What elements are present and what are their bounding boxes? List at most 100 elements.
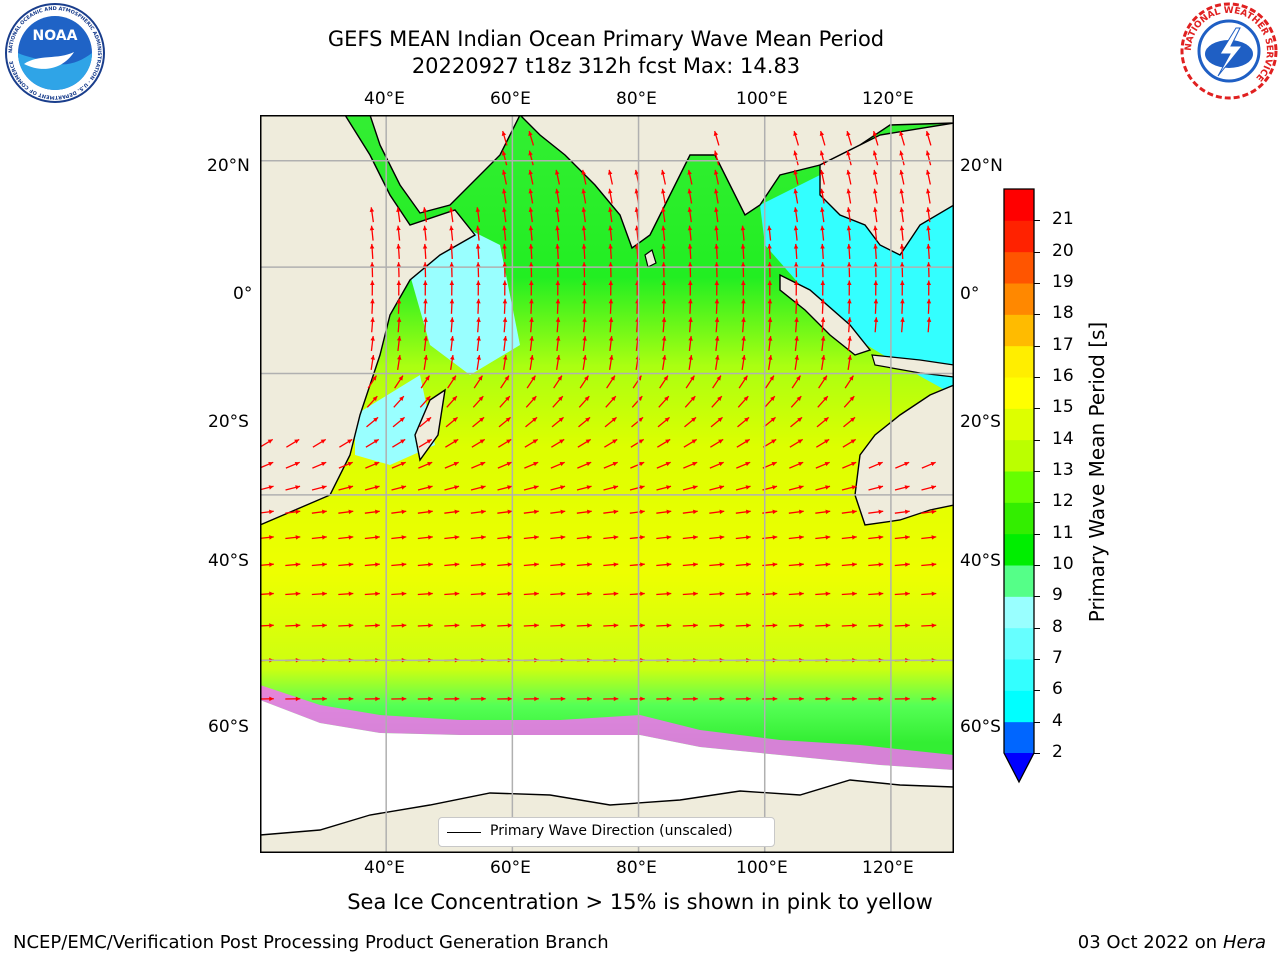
- colorbar-tick-label: 2: [1052, 742, 1063, 762]
- wave-arrow: [714, 354, 720, 370]
- colorbar-segment: [1004, 502, 1034, 535]
- wave-arrow: [555, 262, 560, 278]
- wave-arrow: [391, 461, 406, 469]
- wave-arrow: [608, 207, 613, 223]
- wave-arrow: [391, 509, 407, 515]
- wave-arrow: [688, 298, 693, 314]
- wave-arrow: [286, 438, 300, 448]
- wave-arrow: [603, 623, 619, 628]
- colorbar-tick-label: 9: [1052, 585, 1063, 606]
- wave-arrow: [603, 485, 619, 491]
- wave-arrow: [608, 243, 613, 259]
- wave-arrow: [501, 150, 508, 166]
- wave-arrow: [714, 262, 719, 278]
- wave-arrow: [790, 395, 802, 408]
- wave-arrow: [528, 150, 534, 166]
- colorbar-tick-label: 4: [1052, 710, 1063, 731]
- wave-arrow: [868, 696, 884, 702]
- wave-arrow: [555, 188, 560, 204]
- colorbar-segment: [1004, 627, 1034, 660]
- wave-arrow: [555, 354, 561, 370]
- wave-arrow: [793, 207, 799, 223]
- wave-arrow: [470, 509, 486, 515]
- wave-arrow: [607, 169, 614, 185]
- wave-arrow: [657, 416, 670, 428]
- wave-arrow: [629, 509, 645, 515]
- wave-arrow: [656, 485, 672, 491]
- wave-arrow: [788, 591, 804, 597]
- wave-arrow: [872, 169, 878, 185]
- wave-arrow: [794, 354, 799, 370]
- wave-arrow: [604, 416, 617, 428]
- wave-arrow: [502, 225, 507, 241]
- wave-arrow: [528, 169, 534, 185]
- wave-arrow: [499, 395, 511, 408]
- wave-arrow: [502, 188, 507, 204]
- wave-arrow: [498, 438, 512, 448]
- wave-arrow: [555, 243, 560, 259]
- colorbar-segment: [1004, 408, 1034, 441]
- wave-arrow: [502, 243, 507, 259]
- wave-arrow: [449, 298, 455, 314]
- wave-arrow: [736, 461, 751, 469]
- wave-arrow: [629, 591, 645, 597]
- sea-ice-band: [260, 685, 954, 770]
- wave-arrow: [498, 416, 511, 428]
- wave-arrow: [529, 354, 534, 370]
- wave-arrow: [365, 438, 380, 448]
- wave-arrow: [899, 243, 905, 259]
- run-date: 03 Oct 2022 on Hera: [1078, 932, 1266, 953]
- wave-arrow: [661, 262, 666, 278]
- colorbar-extend-arrow: [1004, 753, 1034, 782]
- wave-arrow: [873, 280, 879, 296]
- wave-arrow: [844, 375, 854, 389]
- wave-arrow: [497, 562, 513, 567]
- wave-arrow: [470, 562, 486, 567]
- wave-arrow: [525, 395, 537, 408]
- wave-arrow: [925, 130, 932, 146]
- wave-arrow: [471, 438, 486, 448]
- wave-arrow: [392, 416, 405, 428]
- wave-arrow: [926, 225, 931, 241]
- wave-arrow: [925, 150, 932, 166]
- wave-arrow: [820, 354, 826, 370]
- lon-label-top-3: 80°E: [616, 89, 657, 109]
- colorbar-tick-mark: [1034, 439, 1040, 441]
- wave-arrow: [576, 696, 592, 702]
- wave-arrow: [582, 335, 587, 352]
- wave-arrow: [423, 354, 428, 370]
- wave-arrow: [397, 354, 402, 370]
- colorbar: [1003, 188, 1037, 788]
- wave-arrow: [820, 243, 825, 259]
- wave-arrow: [524, 438, 539, 448]
- wave-arrow: [629, 696, 645, 702]
- colorbar-tick-label: 13: [1052, 460, 1074, 480]
- wave-arrow: [393, 395, 405, 408]
- wave-arrow: [789, 438, 804, 448]
- wave-arrow: [737, 395, 749, 408]
- colorbar-segment: [1004, 690, 1034, 723]
- wave-arrow: [392, 438, 406, 448]
- wave-arrow: [868, 623, 884, 628]
- wave-arrow: [894, 535, 910, 540]
- colorbar-tick-mark: [1034, 408, 1040, 410]
- wave-arrow: [529, 298, 534, 314]
- wave-arrow: [817, 395, 829, 408]
- wave-arrow: [900, 298, 905, 314]
- wave-arrow: [793, 262, 799, 278]
- wave-arrow: [523, 623, 539, 628]
- wave-arrow: [714, 225, 719, 241]
- wave-arrow: [312, 461, 327, 469]
- colorbar-tick-mark: [1034, 659, 1040, 660]
- wave-arrow: [449, 335, 455, 352]
- wave-arrow: [581, 225, 587, 241]
- wave-arrow: [789, 461, 804, 469]
- wave-arrow: [475, 207, 481, 223]
- wave-arrow: [338, 623, 354, 628]
- lat-label-left-1: 20°N: [207, 156, 250, 176]
- wave-arrow: [497, 535, 513, 540]
- wave-arrow: [815, 591, 831, 597]
- wave-arrow: [709, 623, 725, 628]
- wave-arrow: [338, 509, 354, 515]
- wave-arrow: [740, 262, 746, 278]
